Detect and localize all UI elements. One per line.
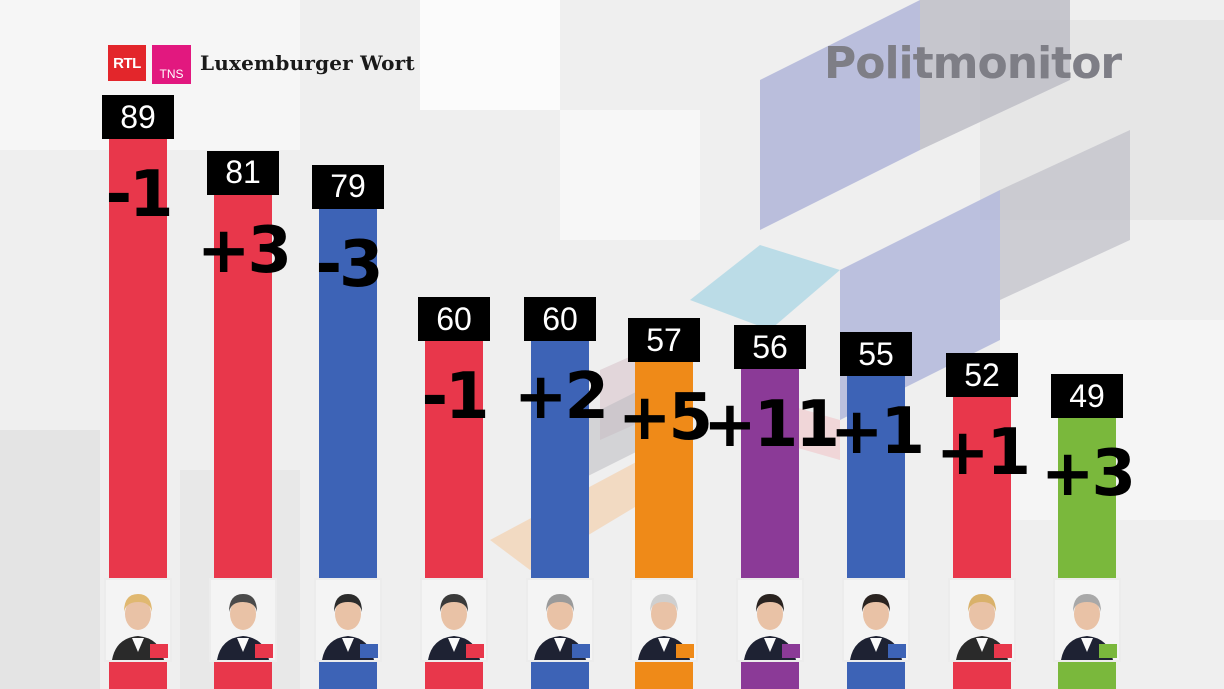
value-label: 81 [207,150,279,195]
party-badge [255,644,273,658]
change-label: -1 [105,158,173,232]
value-label: 56 [734,325,806,370]
change-label: +3 [196,213,292,288]
change-label: +11 [703,388,840,463]
change-label: -1 [421,360,489,435]
politician-portrait [420,578,488,662]
politician-portrait [948,578,1016,662]
value-label: 55 [840,332,912,377]
luxemburger-wort-logo: Luxemburger Wort [200,51,415,75]
party-badge [150,644,168,658]
value-label: 89 [102,95,174,139]
value-label: 60 [418,297,490,342]
party-badge [466,644,484,658]
value-label: 52 [946,353,1018,398]
party-badge [360,644,378,658]
politician-portrait [314,578,382,662]
politician-portrait [1053,578,1121,662]
politician-portrait [842,578,910,662]
party-badge [1099,644,1117,658]
party-badge [888,644,906,658]
politician-portrait [526,578,594,662]
party-badge [676,644,694,658]
change-label: +1 [829,395,925,470]
party-badge [572,644,590,658]
politician-portrait [736,578,804,662]
change-label: +5 [617,381,713,456]
value-label: 57 [628,318,700,363]
change-label: +1 [935,416,1031,491]
change-label: +3 [1040,437,1136,511]
change-label: +2 [513,360,609,435]
change-label: -3 [315,227,383,302]
value-label: 49 [1051,374,1123,418]
politician-portrait [209,578,277,662]
politician-portrait [104,578,172,662]
party-badge [782,644,800,658]
value-label: 79 [312,164,384,209]
politmonitor-title: Politmonitor [824,38,1122,89]
politician-portrait [630,578,698,662]
value-label: 60 [524,297,596,342]
rtl-logo: RTL [108,45,146,81]
tns-logo: TNS [152,45,191,84]
party-badge [994,644,1012,658]
